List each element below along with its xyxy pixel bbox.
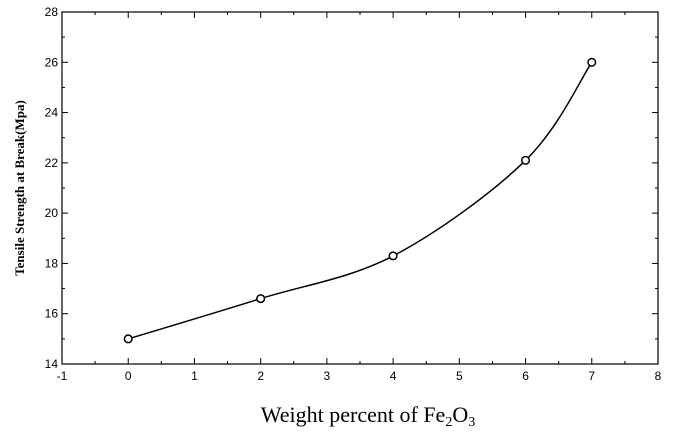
x-tick-label: 7 xyxy=(588,369,595,383)
data-point xyxy=(256,294,266,304)
y-tick-label: 24 xyxy=(45,106,59,120)
x-tick-label: -1 xyxy=(57,369,68,383)
x-axis-label-sub1: 2 xyxy=(445,415,452,430)
y-tick-label: 22 xyxy=(45,156,59,170)
y-tick-label: 20 xyxy=(45,206,59,220)
x-axis-label-main: Weight percent of Fe xyxy=(261,402,446,427)
y-axis-ticks: 14 16 18 20 22 24 26 28 xyxy=(45,5,658,371)
x-tick-label: 3 xyxy=(324,369,331,383)
x-axis-label-sub2: 3 xyxy=(468,415,475,430)
y-tick-label: 16 xyxy=(45,307,59,321)
x-tick-label: 5 xyxy=(456,369,463,383)
y-tick-label: 26 xyxy=(45,55,59,69)
x-tick-label: 2 xyxy=(257,369,264,383)
data-point xyxy=(123,334,133,344)
data-point xyxy=(587,57,597,67)
x-tick-label: 8 xyxy=(655,369,662,383)
x-axis-ticks: -1 0 1 2 3 4 5 6 7 8 xyxy=(57,12,662,383)
x-tick-label: 6 xyxy=(522,369,529,383)
data-point xyxy=(521,155,531,165)
x-tick-label: 0 xyxy=(125,369,132,383)
x-tick-label: 1 xyxy=(191,369,198,383)
x-axis-label-mid: O xyxy=(452,402,468,427)
y-axis-label: Tensile Strength at Break(Mpa) xyxy=(12,100,27,276)
plot-frame xyxy=(61,11,659,365)
x-tick-label: 4 xyxy=(390,369,397,383)
x-axis-label: Weight percent of Fe2O3 xyxy=(261,402,475,430)
fit-curve xyxy=(127,61,593,340)
y-tick-label: 18 xyxy=(45,256,59,270)
data-points xyxy=(123,57,597,344)
data-point xyxy=(388,251,398,261)
y-tick-label: 28 xyxy=(45,5,59,19)
y-tick-label: 14 xyxy=(45,357,59,371)
